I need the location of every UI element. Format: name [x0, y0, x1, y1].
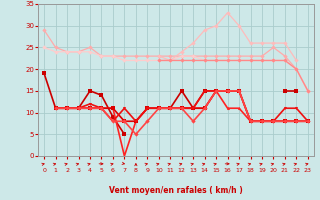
- X-axis label: Vent moyen/en rafales ( km/h ): Vent moyen/en rafales ( km/h ): [109, 186, 243, 195]
